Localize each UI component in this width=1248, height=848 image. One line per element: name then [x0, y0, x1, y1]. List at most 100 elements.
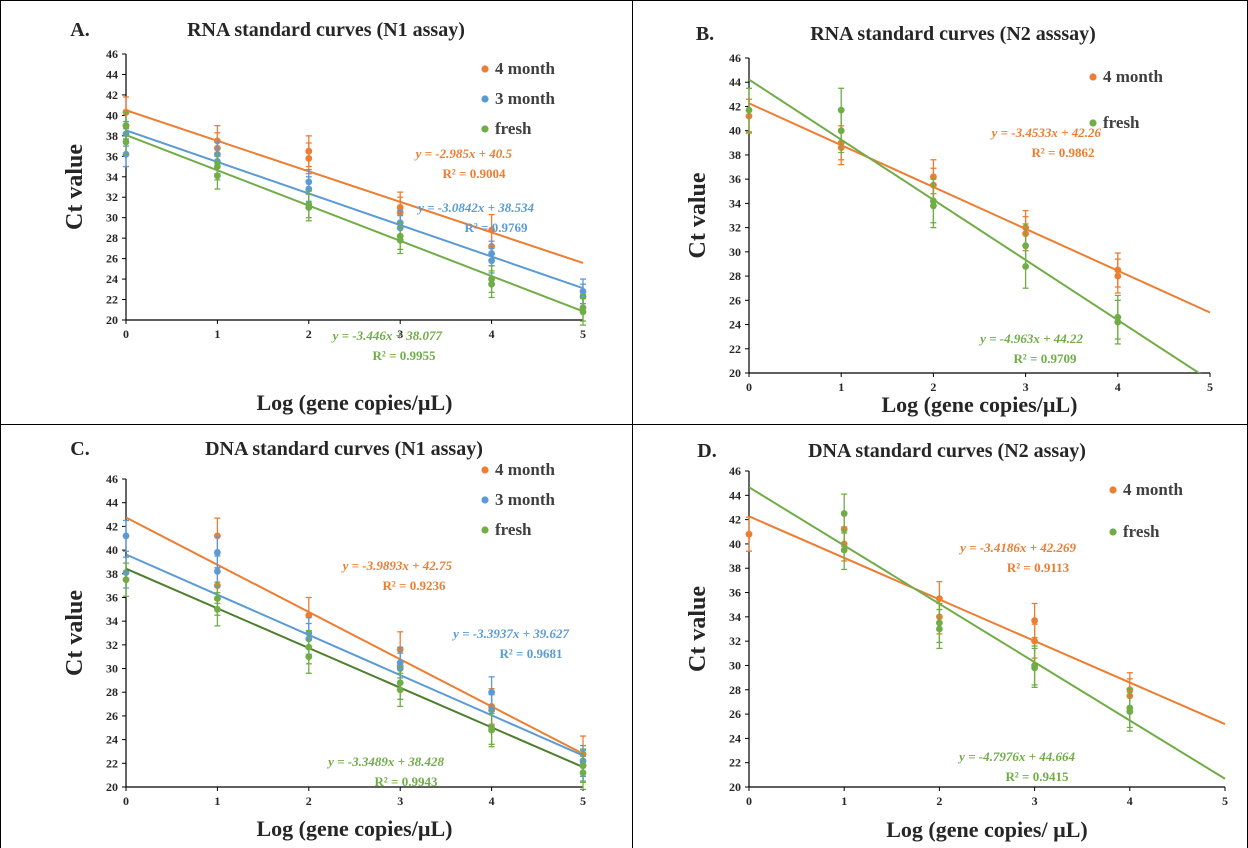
y-tick-label: 22 [729, 342, 741, 356]
trendline-equation: y = -3.4533x + 42.26 [990, 125, 1102, 140]
y-axis-label: Ct value [685, 172, 711, 258]
trendline-equation: y = -4.963x + 44.22 [978, 331, 1083, 346]
x-tick-label: 3 [1032, 794, 1038, 808]
legend-marker [481, 125, 489, 133]
trendline-equation: y = -3.9893x + 42.75 [341, 558, 453, 573]
data-point-fresh [837, 108, 845, 154]
y-tick-label: 46 [106, 472, 118, 486]
legend-marker [481, 65, 489, 73]
trendline-equation: y = -3.3937x + 39.627 [451, 626, 569, 641]
legend-marker [1089, 73, 1097, 81]
y-tick-label: 26 [729, 707, 741, 721]
data-point-fresh [1114, 299, 1122, 345]
frame-divider-horizontal [0, 424, 1248, 425]
chart-title: RNA standard curves (N2 asssay) [810, 23, 1096, 45]
y-tick-label: 40 [106, 108, 118, 122]
trendline-r2: R² = 0.9769 [465, 220, 528, 235]
trendline-fresh [126, 567, 584, 768]
trendline-equation: y = -3.446x + 38.077 [331, 328, 443, 343]
y-tick-label: 42 [729, 99, 741, 113]
trendline-r2: R² = 0.9681 [500, 646, 563, 661]
y-tick-label: 46 [729, 51, 741, 65]
x-tick-label: 5 [580, 794, 586, 808]
x-tick-label: 2 [930, 380, 936, 394]
x-axis-label: Log (gene copies/µL) [257, 390, 453, 415]
y-tick-label: 32 [729, 221, 741, 235]
legend-label: fresh [1123, 522, 1160, 541]
data-point-fresh [936, 608, 943, 650]
data-point-fresh [305, 193, 313, 222]
chart-title: DNA standard curves (N1 assay) [205, 438, 483, 460]
x-tick-label: 4 [489, 794, 495, 808]
y-tick-label: 28 [106, 685, 118, 699]
trendline-r2: R² = 0.9709 [1014, 351, 1077, 366]
y-tick-label: 44 [106, 67, 118, 81]
y-tick-label: 44 [729, 488, 741, 502]
chart-title: DNA standard curves (N2 assay) [808, 440, 1086, 462]
y-tick-label: 42 [106, 519, 118, 533]
y-tick-label: 24 [729, 731, 741, 745]
y-tick-label: 30 [729, 658, 741, 672]
y-tick-label: 46 [106, 47, 118, 61]
y-tick-label: 38 [106, 567, 118, 581]
y-tick-label: 26 [729, 293, 741, 307]
trendline-equation: y = -3.0842x + 38.534 [416, 200, 534, 215]
data-point-fresh [488, 270, 495, 299]
legend-label: 3 month [495, 89, 556, 108]
y-tick-label: 44 [729, 75, 741, 89]
trendline-r2: R² = 0.9004 [443, 166, 506, 181]
x-tick-label: 3 [397, 327, 403, 341]
x-tick-label: 1 [214, 794, 220, 808]
y-tick-label: 28 [729, 269, 741, 283]
chart-d: D. DNA standard curves (N2 assay)20222426… [685, 440, 1228, 842]
x-tick-label: 1 [214, 327, 220, 341]
x-tick-label: 0 [746, 794, 752, 808]
trendline-3-month [126, 129, 584, 290]
y-tick-label: 36 [729, 172, 741, 186]
y-tick-label: 22 [106, 293, 118, 307]
trendline-fresh [126, 134, 584, 313]
trendline-r2: R² = 0.9862 [1032, 145, 1095, 160]
trendline-r2: R² = 0.9113 [1007, 560, 1070, 575]
trendline-r2: R² = 0.9236 [383, 578, 446, 593]
y-tick-label: 24 [729, 318, 741, 332]
frame-border-top [0, 0, 1248, 1]
legend-marker [481, 496, 489, 504]
panel-c-dna-n1: C. DNA standard curves (N1 assay) 20 22 24 26… [0, 425, 632, 848]
panel-label: A. [70, 19, 89, 41]
data-point-4-month [305, 142, 313, 175]
trendline-fresh [749, 78, 1201, 373]
y-tick-label: 30 [106, 662, 118, 676]
data-point-fresh [488, 712, 495, 748]
y-tick-label: 26 [106, 709, 118, 723]
y-tick-label: 22 [729, 756, 741, 770]
legend-label: 4 month [495, 460, 556, 479]
trendline-4-month [126, 516, 584, 755]
data-point-fresh [840, 529, 848, 571]
panel-label: B. [696, 23, 714, 45]
legend-marker [481, 526, 489, 534]
y-tick-label: 40 [106, 543, 118, 557]
x-tick-label: 2 [936, 794, 942, 808]
chart-b: B. RNA standard curves (N2 asssay)2022242… [685, 23, 1213, 417]
trendline-4-month [749, 515, 1226, 726]
y-tick-label: 34 [106, 614, 118, 628]
panel-label: D. [697, 440, 716, 462]
x-tick-label: 4 [489, 327, 495, 341]
trendline-4-month [126, 109, 584, 264]
y-tick-label: 28 [729, 683, 741, 697]
trendline-r2: R² = 0.9415 [1006, 769, 1069, 784]
trendline-r2: R² = 0.9943 [375, 774, 438, 789]
y-tick-label: 44 [106, 496, 118, 510]
legend-marker [481, 95, 489, 103]
x-tick-label: 5 [580, 327, 586, 341]
x-axis-label: Log (gene copies/ µL) [886, 817, 1088, 842]
y-tick-label: 36 [106, 149, 118, 163]
trendline-equation: y = -4.7976x + 44.664 [957, 749, 1075, 764]
trendline-r2: R² = 0.9955 [373, 348, 436, 363]
legend-label: fresh [495, 520, 532, 539]
data-point-fresh [396, 226, 404, 255]
y-tick-label: 42 [106, 88, 118, 102]
legend-marker [1109, 528, 1117, 536]
data-point-fresh [1126, 691, 1134, 732]
